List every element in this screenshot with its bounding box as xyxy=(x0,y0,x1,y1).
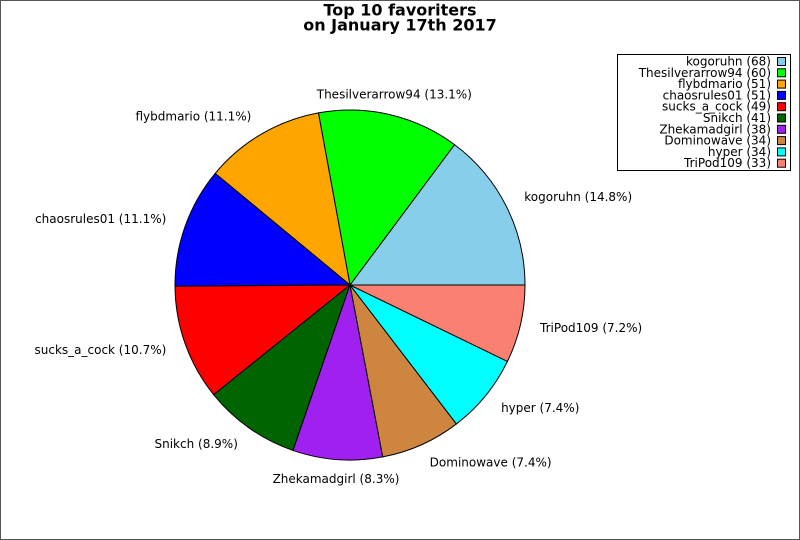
legend-label: sucks_a_cock (49) xyxy=(662,100,771,114)
legend-swatch xyxy=(777,124,786,134)
legend-label: Dominowave (34) xyxy=(664,134,771,148)
slice-label: Thesilverarrow94 (13.1%) xyxy=(316,88,472,102)
legend-swatch xyxy=(777,113,786,123)
slice-label: Zhekamadgirl (8.3%) xyxy=(273,472,400,486)
legend-label: kogoruhn (68) xyxy=(686,55,771,69)
legend-label: chaosrules01 (51) xyxy=(663,88,771,102)
slice-label: Snikch (8.9%) xyxy=(155,437,238,451)
legend-swatch xyxy=(777,136,786,146)
legend-label: Zhekamadgirl (38) xyxy=(659,122,771,136)
legend-label: Thesilverarrow94 (60) xyxy=(638,66,771,80)
slice-label: kogoruhn (14.8%) xyxy=(524,190,632,204)
slice-label: Dominowave (7.4%) xyxy=(430,455,552,469)
slice-label: hyper (7.4%) xyxy=(501,401,579,415)
legend-swatch xyxy=(777,147,786,157)
pie-slice xyxy=(349,284,526,363)
pie-slice xyxy=(174,172,352,287)
pie-slice xyxy=(349,143,526,286)
legend-box xyxy=(617,54,791,171)
legend-swatch xyxy=(777,158,786,168)
legend-swatch xyxy=(777,68,786,78)
slice-label: chaosrules01 (11.1%) xyxy=(35,212,166,226)
chart-title: on January 17th 2017 xyxy=(303,16,497,35)
legend-swatch xyxy=(777,90,786,100)
pie-slice xyxy=(317,109,456,287)
slice-label: TriPod109 (7.2%) xyxy=(539,321,642,335)
legend-label: TriPod109 (33) xyxy=(683,156,771,170)
slice-label: flybdmario (11.1%) xyxy=(135,109,251,123)
pie-slice xyxy=(174,284,352,396)
pie-slice xyxy=(214,112,351,287)
pie-slice xyxy=(292,283,384,461)
legend-label: hyper (34) xyxy=(708,145,771,159)
legend-swatch xyxy=(777,102,786,112)
legend-label: flybdmario (51) xyxy=(678,77,771,91)
chart-title: Top 10 favoriters xyxy=(323,1,476,20)
pie-slice xyxy=(212,283,352,452)
legend-label: Snikch (41) xyxy=(703,111,771,125)
slice-label: sucks_a_cock (10.7%) xyxy=(35,343,167,357)
legend-swatch xyxy=(777,79,786,89)
legend-swatch xyxy=(777,57,786,66)
